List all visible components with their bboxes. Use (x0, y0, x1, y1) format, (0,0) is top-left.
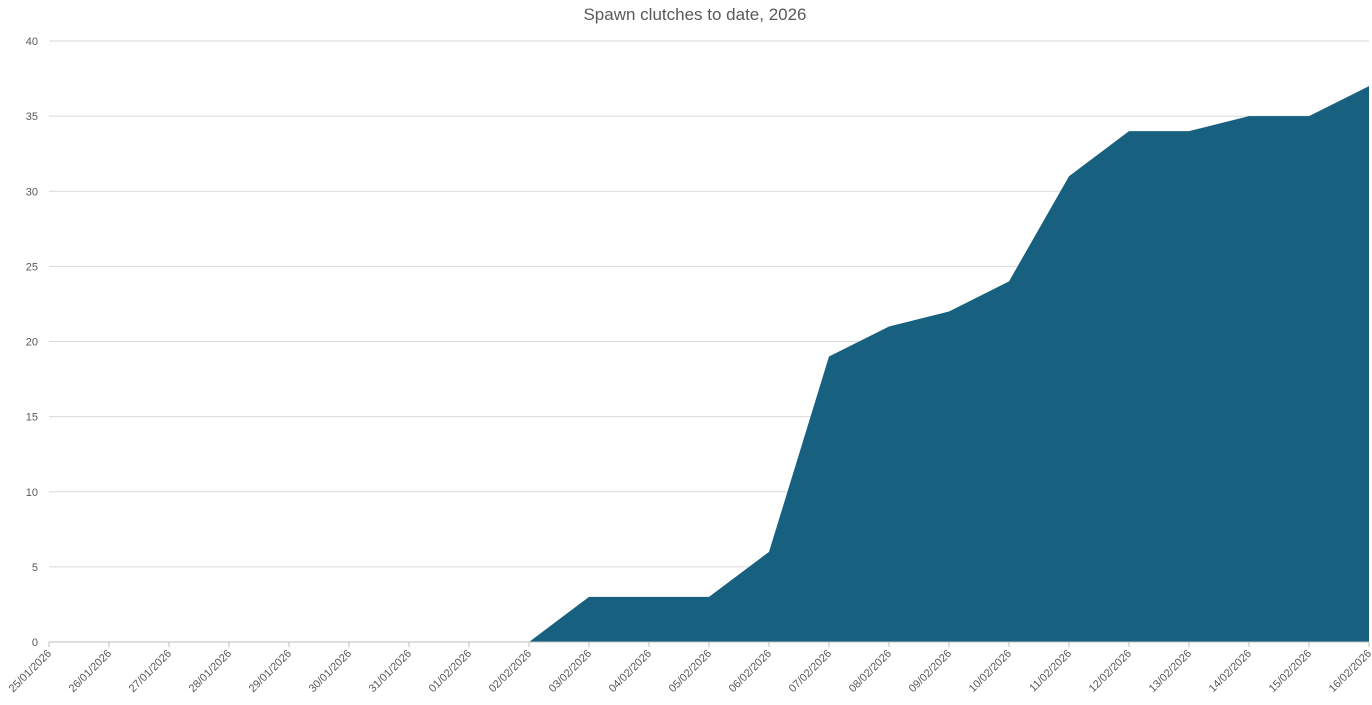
x-tick-label: 29/01/2026 (247, 648, 294, 695)
chart-title: Spawn clutches to date, 2026 (583, 5, 806, 24)
x-tick-label: 13/02/2026 (1147, 648, 1194, 695)
y-tick-label: 15 (26, 412, 38, 424)
x-tick-label: 11/02/2026 (1027, 648, 1074, 695)
y-tick-label: 40 (26, 36, 38, 48)
y-tick-label: 0 (32, 637, 38, 649)
x-tick-label: 12/02/2026 (1087, 648, 1134, 695)
x-tick-label: 05/02/2026 (667, 648, 714, 695)
x-tick-label: 27/01/2026 (127, 648, 174, 695)
area-fill (49, 86, 1369, 642)
x-tick-label: 30/01/2026 (307, 648, 354, 695)
x-tick-label: 26/01/2026 (67, 648, 114, 695)
x-tick-label: 31/01/2026 (367, 648, 414, 695)
x-tick-label: 04/02/2026 (607, 648, 654, 695)
y-tick-label: 10 (26, 487, 38, 499)
x-tick-label: 14/02/2026 (1207, 648, 1254, 695)
x-tick-label: 03/02/2026 (547, 648, 594, 695)
y-tick-label: 30 (26, 186, 38, 198)
x-tick-label: 07/02/2026 (787, 648, 834, 695)
x-tick-label: 06/02/2026 (727, 648, 774, 695)
y-tick-label: 20 (26, 337, 38, 349)
y-tick-label: 5 (32, 562, 38, 574)
x-tick-label: 10/02/2026 (967, 648, 1014, 695)
x-tick-label: 01/02/2026 (427, 648, 474, 695)
x-tick-label: 16/02/2026 (1327, 648, 1372, 695)
x-tick-label: 25/01/2026 (7, 648, 54, 695)
x-tick-label: 02/02/2026 (487, 648, 534, 695)
area-series (49, 86, 1369, 642)
x-axis-tick-labels: 25/01/2026 26/01/2026 27/01/2026 28/01/2026… (7, 648, 1372, 695)
y-tick-label: 35 (26, 111, 38, 123)
y-axis-tick-labels: 0 5 10 15 20 25 30 35 40 (26, 36, 38, 649)
x-axis-ticks (48, 642, 1370, 647)
x-tick-label: 28/01/2026 (187, 648, 234, 695)
x-tick-label: 08/02/2026 (847, 648, 894, 695)
x-tick-label: 09/02/2026 (907, 648, 954, 695)
y-tick-label: 25 (26, 261, 38, 273)
x-tick-label: 15/02/2026 (1267, 648, 1314, 695)
gridlines (49, 40, 1369, 568)
